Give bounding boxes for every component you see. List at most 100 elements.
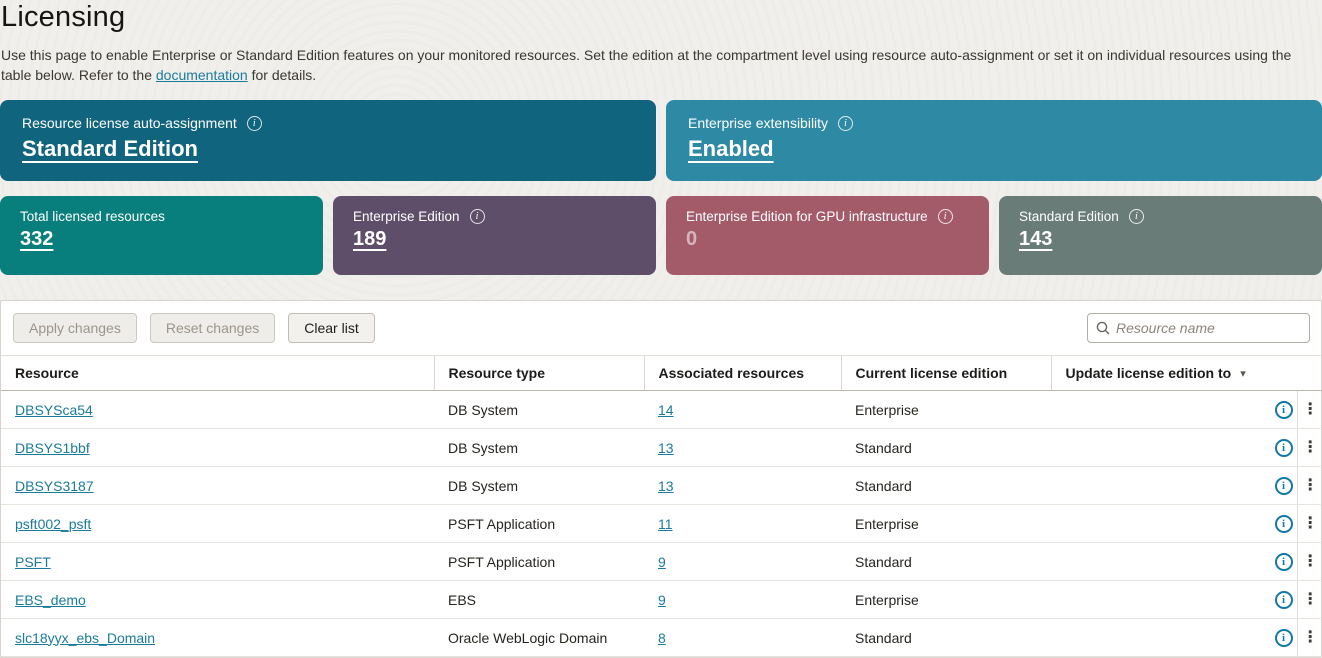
- resource-type-cell: Oracle WebLogic Domain: [448, 629, 608, 646]
- table-row: PSFT PSFT Application 9 Standard i ⋮: [1, 542, 1322, 581]
- column-header-actions: [1297, 355, 1322, 391]
- total-licensed-resources-card: Total licensed resources 332: [0, 196, 323, 275]
- associated-resources-link[interactable]: 13: [658, 439, 674, 456]
- resource-link[interactable]: slc18yyx_ebs_Domain: [15, 629, 156, 646]
- licensing-table: Resource Resource type Associated resour…: [1, 355, 1322, 657]
- associated-resources-link[interactable]: 14: [658, 401, 674, 418]
- description-text: Use this page to enable Enterprise or St…: [1, 47, 1292, 83]
- column-header-resource: Resource: [1, 355, 434, 391]
- info-icon[interactable]: i: [838, 115, 854, 131]
- enterprise-edition-value-link[interactable]: 189: [353, 228, 387, 250]
- resource-link[interactable]: PSFT: [15, 553, 51, 570]
- documentation-link[interactable]: documentation: [155, 67, 248, 83]
- column-header-resource-type: Resource type: [433, 355, 644, 391]
- table-row: psft002_psft PSFT Application 11 Enterpr…: [1, 504, 1322, 543]
- card-label: Standard Edition: [1019, 209, 1119, 224]
- info-icon[interactable]: i: [1274, 553, 1293, 571]
- resource-search-box[interactable]: [1087, 313, 1310, 343]
- current-edition-cell: Standard: [855, 439, 912, 456]
- update-edition-cell: [1051, 580, 1263, 619]
- resource-link[interactable]: DBSYSca54: [15, 401, 93, 418]
- stat-card-row: Total licensed resources 332 Enterprise …: [0, 196, 1322, 275]
- enterprise-edition-card: Enterprise Edition i 189: [333, 196, 656, 275]
- card-label: Enterprise extensibility: [688, 115, 829, 131]
- standard-edition-card: Standard Edition i 143: [999, 196, 1322, 275]
- resource-type-cell: PSFT Application: [448, 553, 556, 570]
- resource-link[interactable]: DBSYS1bbf: [15, 439, 90, 456]
- card-label: Enterprise Edition for GPU infrastructur…: [686, 209, 928, 224]
- column-header-current-license-edition: Current license edition: [840, 355, 1051, 391]
- column-header-info: [1263, 355, 1297, 391]
- enterprise-extensibility-card: Enterprise extensibility i Enabled: [666, 100, 1322, 181]
- current-edition-cell: Standard: [855, 553, 912, 570]
- update-edition-cell: [1051, 390, 1263, 429]
- column-header-label: Update license edition to: [1065, 365, 1232, 381]
- update-edition-cell: [1051, 428, 1263, 467]
- kebab-menu-icon[interactable]: ⋮: [1302, 438, 1319, 456]
- update-edition-cell: [1051, 466, 1263, 505]
- update-edition-cell: [1051, 542, 1263, 581]
- enterprise-gpu-card: Enterprise Edition for GPU infrastructur…: [666, 196, 989, 275]
- table-row: DBSYS3187 DB System 13 Standard i ⋮: [1, 466, 1322, 505]
- licensing-table-panel: Apply changes Reset changes Clear list R…: [0, 300, 1322, 658]
- enterprise-gpu-value: 0: [686, 228, 698, 250]
- kebab-menu-icon[interactable]: ⋮: [1302, 628, 1319, 646]
- card-label: Enterprise Edition: [353, 209, 460, 224]
- associated-resources-link[interactable]: 13: [658, 477, 674, 494]
- resource-license-auto-assignment-card: Resource license auto-assignment i Stand…: [0, 100, 656, 181]
- extensibility-value-link[interactable]: Enabled: [688, 136, 774, 161]
- update-edition-cell: [1051, 504, 1263, 543]
- apply-changes-button[interactable]: Apply changes: [13, 313, 137, 343]
- info-icon[interactable]: i: [1274, 591, 1293, 609]
- resource-type-cell: DB System: [448, 477, 519, 494]
- resource-link[interactable]: DBSYS3187: [15, 477, 94, 494]
- standard-edition-value-link[interactable]: 143: [1019, 228, 1053, 250]
- auto-assignment-value-link[interactable]: Standard Edition: [22, 136, 198, 161]
- current-edition-cell: Enterprise: [855, 591, 919, 608]
- current-edition-cell: Standard: [855, 477, 912, 494]
- info-icon[interactable]: i: [937, 209, 953, 224]
- current-edition-cell: Enterprise: [855, 515, 919, 532]
- total-licensed-value-link[interactable]: 332: [20, 228, 54, 250]
- current-edition-cell: Enterprise: [855, 401, 919, 418]
- kebab-menu-icon[interactable]: ⋮: [1302, 590, 1319, 608]
- table-row: DBSYS1bbf DB System 13 Standard i ⋮: [1, 428, 1322, 467]
- kebab-menu-icon[interactable]: ⋮: [1302, 400, 1319, 418]
- column-header-associated-resources: Associated resources: [643, 355, 841, 391]
- info-icon[interactable]: i: [1274, 477, 1293, 495]
- associated-resources-link[interactable]: 9: [658, 591, 666, 608]
- sort-down-icon[interactable]: ▾: [1240, 367, 1246, 380]
- resource-link[interactable]: EBS_demo: [15, 591, 86, 608]
- info-icon[interactable]: i: [1274, 629, 1293, 647]
- table-row: slc18yyx_ebs_Domain Oracle WebLogic Doma…: [1, 618, 1322, 657]
- info-icon[interactable]: i: [469, 209, 485, 224]
- current-edition-cell: Standard: [855, 629, 912, 646]
- resource-type-cell: PSFT Application: [448, 515, 556, 532]
- associated-resources-link[interactable]: 11: [658, 515, 673, 532]
- resource-type-cell: DB System: [448, 439, 519, 456]
- info-icon[interactable]: i: [1274, 515, 1293, 533]
- info-icon[interactable]: i: [1128, 209, 1144, 224]
- page-title: Licensing: [1, 1, 126, 33]
- associated-resources-link[interactable]: 8: [658, 629, 666, 646]
- card-label: Resource license auto-assignment: [22, 115, 237, 131]
- table-toolbar: Apply changes Reset changes Clear list: [1, 301, 1321, 355]
- table-header-row: Resource Resource type Associated resour…: [1, 355, 1322, 391]
- card-label: Total licensed resources: [20, 209, 165, 224]
- clear-list-button[interactable]: Clear list: [288, 313, 375, 343]
- resource-link[interactable]: psft002_psft: [15, 515, 92, 532]
- kebab-menu-icon[interactable]: ⋮: [1302, 514, 1319, 532]
- banner-card-row: Resource license auto-assignment i Stand…: [0, 100, 1322, 181]
- associated-resources-link[interactable]: 9: [658, 553, 666, 570]
- info-icon[interactable]: i: [1274, 401, 1293, 419]
- search-input[interactable]: [1116, 320, 1301, 336]
- info-icon[interactable]: i: [246, 115, 262, 131]
- info-icon[interactable]: i: [1274, 439, 1293, 457]
- resource-type-cell: EBS: [448, 591, 477, 608]
- table-row: EBS_demo EBS 9 Enterprise i ⋮: [1, 580, 1322, 619]
- column-header-update-license-edition: Update license edition to ▾: [1050, 355, 1263, 391]
- kebab-menu-icon[interactable]: ⋮: [1302, 476, 1319, 494]
- kebab-menu-icon[interactable]: ⋮: [1302, 552, 1319, 570]
- reset-changes-button[interactable]: Reset changes: [149, 313, 276, 343]
